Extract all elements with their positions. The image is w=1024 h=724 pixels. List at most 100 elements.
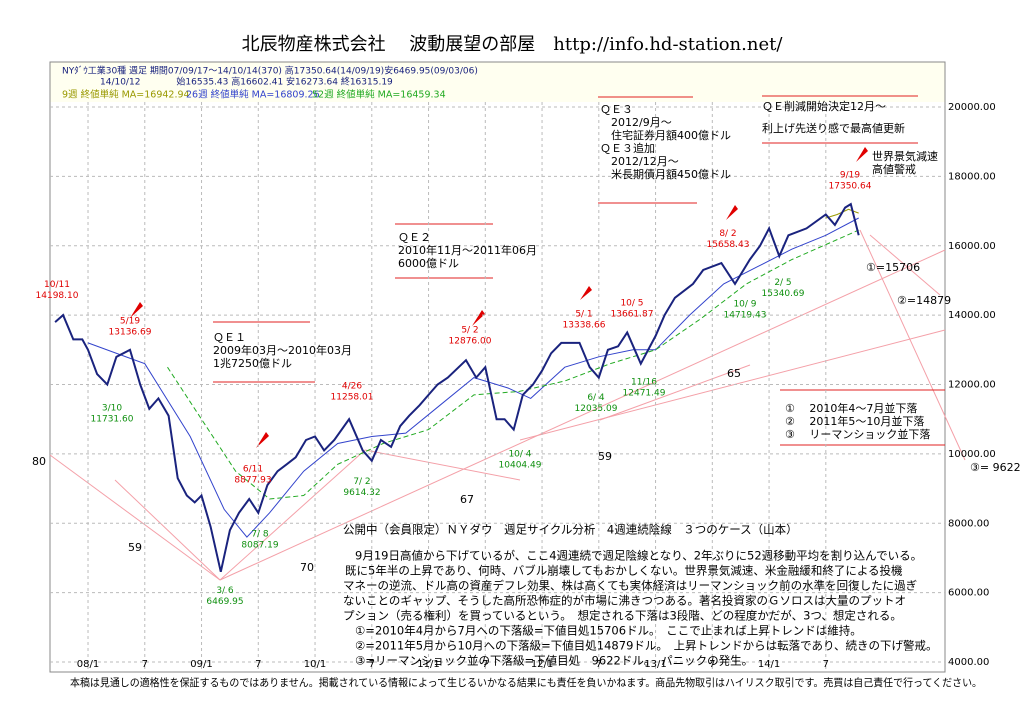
annotation: 2012/9月～ (600, 116, 672, 129)
peak-date: 8/ 2 (719, 229, 736, 239)
trough-value: 10404.49 (499, 460, 542, 470)
annotation: ＱＥ３ (600, 103, 633, 116)
y-tick-label: 12000.00 (948, 380, 996, 391)
y-tick-label: 10000.00 (948, 449, 996, 460)
annotation: 住宅証券月額400億ドル (600, 128, 731, 142)
level-label: 70 (300, 561, 314, 574)
y-tick-label: 4000.00 (948, 657, 989, 668)
y-tick-label: 16000.00 (948, 241, 996, 252)
level-label: ②=14879 (897, 294, 951, 307)
chart-title: 北辰物産株式会社 波動展望の部屋 http://info.hd-station.… (242, 34, 784, 55)
header-line: 14/10/12 始16535.43 高16602.41 安16273.64 終… (100, 76, 393, 88)
peak-value: 12876.00 (449, 337, 492, 347)
x-tick-label: 7 (142, 659, 148, 670)
legend-entry: 26週 終値単純 MA=16809.26 (186, 89, 320, 101)
trough-value: 15340.69 (762, 289, 805, 299)
y-tick-label: 8000.00 (948, 518, 989, 529)
peak-date: 9/19 (840, 170, 860, 180)
trough-value: 12035.09 (575, 404, 618, 414)
peak-date: 6/11 (243, 464, 263, 474)
trough-date: 3/ 6 (216, 586, 234, 596)
trough-date: 10/ 9 (733, 300, 756, 310)
peak-value: 8877.93 (234, 475, 271, 485)
annotation: 世界景気減速 (872, 149, 938, 163)
x-tick-label: 13/1 (644, 659, 666, 670)
plot-frame (49, 61, 946, 673)
peak-value: 14198.10 (36, 291, 79, 301)
x-tick-label: 11/1 (417, 659, 439, 670)
peak-date: 5/ 1 (575, 310, 592, 320)
trough-date: 6/ 4 (587, 393, 605, 403)
level-label: 80 (32, 455, 46, 468)
y-tick-label: 18000.00 (948, 171, 996, 182)
annotation: ＱＥ２ (398, 231, 431, 244)
x-tick-label: 7 (709, 659, 715, 670)
annotation: ＱＥ１ (213, 331, 246, 344)
level-label: ①=15706 (866, 261, 920, 274)
annotation: 高値警戒 (872, 162, 916, 176)
arrows (130, 147, 868, 448)
level-label: 65 (727, 367, 741, 380)
x-tick-label: 7 (255, 659, 261, 670)
y-tick-label: 6000.00 (948, 588, 989, 599)
trough-date: 7/ 8 (251, 530, 269, 540)
annotation: ＱＥ３追加 (600, 141, 655, 155)
header-line: NYﾀﾞｳ工業30種 週足 期間07/09/17～14/10/14(370) 高… (62, 65, 478, 77)
annotation: 1兆7250億ドル (213, 357, 292, 370)
annotation: 利上げ先送り感で最高値更新 (762, 121, 905, 135)
price-line (54, 202, 860, 573)
trough-date: 11/16 (631, 378, 657, 388)
x-tick-label: 09/1 (190, 659, 212, 670)
commentary-line: 既に5年半の上昇であり、何時、バブル崩壊してもおかしくない。世界景気減速、米金融… (345, 564, 903, 578)
x-tick-label: 08/1 (77, 659, 99, 670)
peak-date: 10/11 (44, 280, 70, 290)
x-tick-label: 12/1 (531, 659, 553, 670)
trend-line (859, 229, 966, 461)
ma-line (167, 229, 859, 500)
x-tick-label: 7 (596, 659, 602, 670)
trough-value: 9614.32 (343, 488, 380, 498)
level-label: 59 (598, 450, 612, 463)
commentary-line: ①=2010年4月から7月への下落級=下値目処15706ドル。 ここで止まれば上… (355, 624, 862, 638)
annotation: ＱＥ削減開始決定12月～ (762, 99, 886, 113)
arrow (580, 286, 592, 300)
arrow (256, 432, 269, 448)
peak-value: 17350.64 (829, 181, 872, 191)
red-rules (213, 95, 945, 446)
trend-line (219, 449, 366, 581)
peak-value: 13338.66 (563, 321, 606, 331)
annotation: ① 2010年4～7月並下落 (785, 401, 917, 415)
trough-date: 7/ 2 (353, 477, 370, 487)
arrow (726, 205, 738, 220)
ma-line (87, 217, 859, 538)
legend-entry: 52週 終値単純 MA=16459.34 (312, 89, 446, 101)
commentary-line: ③=リーマンショック並の下落級=下値目処 9622ドル。 パニックの発生。 (355, 654, 753, 668)
trend-line (599, 364, 751, 421)
annotation: ② 2011年5～10月並下落 (785, 414, 924, 428)
trough-value: 6469.95 (206, 597, 243, 607)
trough-date: 10/ 4 (508, 449, 531, 459)
legend-entry: 9週 終値単純 MA=16942.94 (62, 89, 190, 101)
trend-line (519, 329, 946, 441)
trend-line (869, 234, 941, 296)
arrow (130, 302, 143, 318)
arrow (472, 310, 485, 326)
trend-line (219, 249, 946, 581)
level-label: 67 (460, 493, 474, 506)
trough-value: 8087.19 (241, 541, 278, 551)
trough-value: 14719.43 (724, 311, 767, 321)
peak-value: 11258.01 (331, 393, 374, 403)
peak-value: 13661.87 (611, 309, 654, 319)
level-label: 59 (128, 541, 142, 554)
x-tick-label: 10/1 (304, 659, 326, 670)
x-tick-label: 7 (823, 659, 829, 670)
commentary-line: マネーの逆流、ドル高の資産デフレ効果、株は高くても実体経済はリーマンショック前の… (343, 579, 917, 593)
trough-date: 2/ 5 (774, 278, 791, 288)
trend-line (49, 454, 221, 581)
header-box (50, 62, 945, 102)
x-tick-label: 14/1 (758, 659, 780, 670)
trend-line (114, 479, 221, 581)
trough-value: 11731.60 (91, 414, 134, 424)
commentary-line: ないことのギャップ、そうした高所恐怖症的が市場に沸きつつある。著名投資家のＧソロ… (343, 594, 906, 608)
